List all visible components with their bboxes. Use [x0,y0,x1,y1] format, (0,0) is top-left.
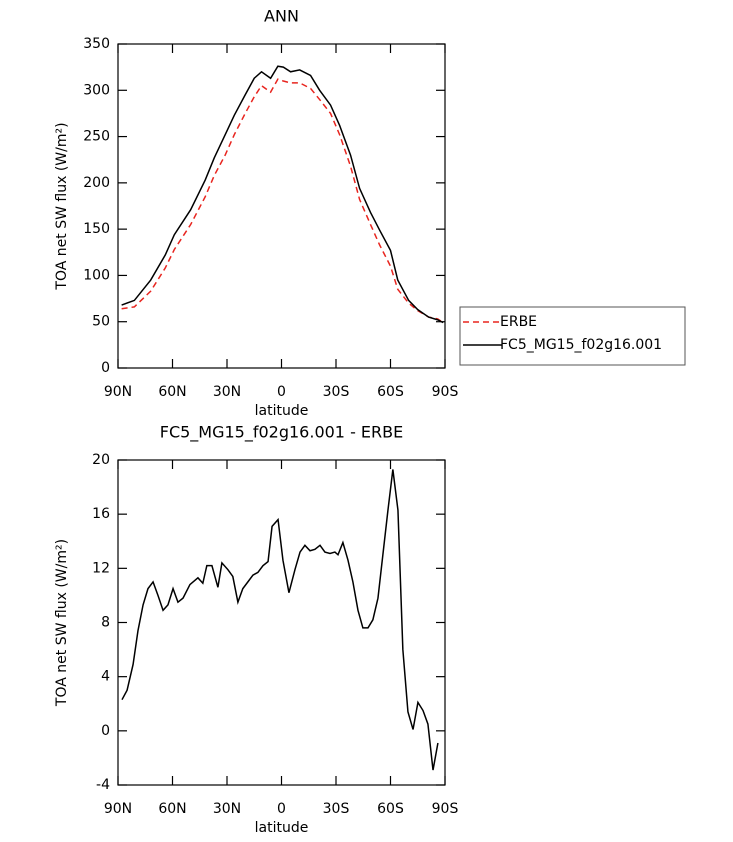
plot-frame [117,459,446,786]
x-tick-label: 0 [277,801,286,817]
y-axis-label: TOA net SW flux (W/m²) [54,539,70,707]
y-tick-label: 16 [92,506,110,522]
y-tick-label: 200 [83,175,110,191]
data-line [121,78,444,324]
x-tick-label: 30N [213,384,241,400]
x-tick-label: 90S [432,801,459,817]
y-tick-label: 0 [101,360,110,376]
y-tick-label: 20 [92,452,110,468]
x-tick-label: 60S [377,384,404,400]
data-line [121,469,439,771]
plot-frame [117,43,446,369]
y-tick-label: 350 [83,36,110,52]
x-tick-label: 90N [104,384,132,400]
x-tick-label: 30S [323,801,350,817]
y-tick-label: 250 [83,129,110,145]
x-tick-label: 90N [104,801,132,817]
legend-box [459,306,686,366]
y-tick-label: 50 [92,314,110,330]
x-tick-label: 90S [432,384,459,400]
data-line [121,65,444,324]
y-tick-label: 300 [83,82,110,98]
x-axis-label: latitude [255,820,309,836]
x-tick-label: 30N [213,801,241,817]
x-tick-label: 0 [277,384,286,400]
x-axis-label: latitude [255,403,309,419]
chart-title: FC5_MG15_f02g16.001 - ERBE [160,423,404,443]
x-tick-label: 60N [158,384,186,400]
x-tick-label: 30S [323,384,350,400]
x-tick-label: 60N [158,801,186,817]
legend-label: FC5_MG15_f02g16.001 [500,337,662,353]
y-tick-label: 0 [101,723,110,739]
y-tick-label: 4 [101,669,110,685]
y-tick-label: 12 [92,560,110,576]
y-tick-label: 8 [101,615,110,631]
y-tick-label: -4 [96,777,110,793]
legend-label: ERBE [500,314,537,330]
x-tick-label: 60S [377,801,404,817]
chart-title: ANN [264,7,299,26]
y-tick-label: 100 [83,267,110,283]
y-tick-label: 150 [83,221,110,237]
y-axis-label: TOA net SW flux (W/m²) [54,122,70,290]
